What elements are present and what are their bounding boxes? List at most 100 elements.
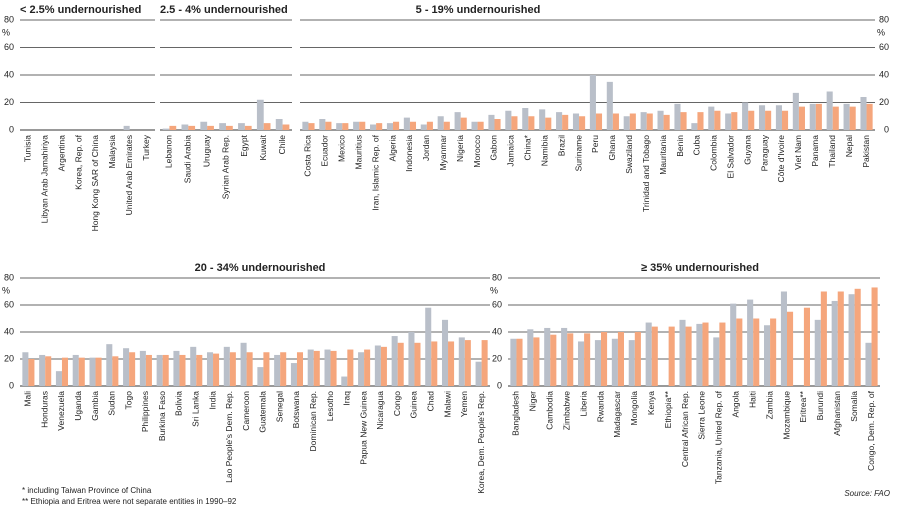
bar [359,121,366,130]
bar [308,123,315,130]
x-tick-label: Gambia [90,391,100,421]
bar [263,352,270,386]
x-tick-label: Libyan Arab Jamahiriya [40,135,50,224]
bar [244,125,252,130]
bar [464,340,471,386]
bar [612,113,619,130]
x-tick-label: Peru [590,135,600,153]
bar [634,332,641,386]
x-tick-label: Botswana [291,391,301,429]
bar [341,376,348,386]
x-tick-label: El Salvador [726,135,736,179]
bar [628,340,635,386]
x-tick-label: Madagascar [612,391,622,438]
bar [765,110,772,130]
x-tick-label: Myanmar [438,135,448,171]
x-tick-label: Uganda [73,391,83,421]
footnote: * including Taiwan Province of China [22,486,152,495]
bar [206,352,214,386]
bar [257,367,264,386]
x-tick-label: Lesotho [325,391,335,422]
bar [589,75,596,130]
bar [336,123,343,130]
bar [393,121,400,130]
x-tick-label: Niger [528,391,538,411]
x-tick-label: Mexico [337,135,347,162]
bar [865,342,872,386]
x-tick-label: Nicaragua [375,391,385,430]
bar [325,121,332,130]
bar [223,346,230,386]
bar [409,121,417,130]
x-tick-label: Togo [123,391,133,410]
x-tick-label: Chile [277,135,287,155]
bar [313,350,320,386]
bar [725,113,732,130]
x-tick-label: Lao People's Dem. Rep. [224,391,234,483]
bar [522,108,529,130]
bar [426,121,433,130]
x-tick-label: Swaziland [624,135,634,174]
bar [229,352,236,386]
bar [39,354,46,386]
x-tick-label: Sierra Leone [697,391,707,440]
x-tick-label: Burkina Faso [157,391,167,441]
bar [640,112,647,130]
x-tick-label: Algeria [387,135,397,162]
x-tick-label: Congo [392,391,402,416]
bar [95,357,102,386]
x-tick-label: Kuwait [258,134,268,160]
bar [702,322,709,386]
bar [815,103,822,130]
x-tick-label: Côte d'Ivoire [776,135,786,183]
bar [380,346,387,386]
bar [196,354,203,386]
y-tick-label: 40 [879,69,889,79]
bar [353,121,360,130]
x-tick-label: Chad [426,391,436,412]
bar [533,337,540,386]
bar [488,114,495,130]
bar [391,336,398,386]
bar [539,109,546,130]
y-tick-label: 40 [492,326,502,336]
bar [820,291,827,386]
y-tick-label: 80 [4,272,14,282]
bar [403,117,410,130]
bar [657,110,664,130]
panel-title: 20 - 34% undernourished [195,262,326,274]
y-tick-label: 0 [9,380,14,390]
bar [263,123,271,130]
x-tick-label: Mauritius [353,135,363,169]
y-tick-label: 0 [9,124,14,134]
x-tick-label: Jordan [421,135,431,161]
bar [431,341,438,386]
bar [374,345,381,386]
x-tick-label: Rwanda [595,391,605,422]
bar [481,340,488,386]
bar [55,371,62,386]
x-tick-label: Uruguay [201,134,211,167]
bar [680,112,687,130]
x-tick-label: Liberia [578,391,588,417]
x-tick-label: Mozambique [781,391,791,440]
y-axis-label: % [877,27,885,37]
bar [28,359,35,386]
bar [448,341,455,386]
y-tick-label: 40 [4,326,14,336]
bar [742,102,749,130]
bar [567,333,574,386]
y-tick-label: 20 [4,353,14,363]
bar [528,116,535,130]
bar [188,125,196,130]
y-tick-label: 20 [879,97,889,107]
bar [714,110,721,130]
x-tick-label: Malaysia [107,135,117,169]
x-tick-label: Morocco [472,135,482,168]
bar [256,99,264,130]
x-tick-label: Papua New Guinea [358,391,368,465]
bar [226,125,233,130]
bar [296,352,304,386]
y-axis-label: % [490,285,498,295]
